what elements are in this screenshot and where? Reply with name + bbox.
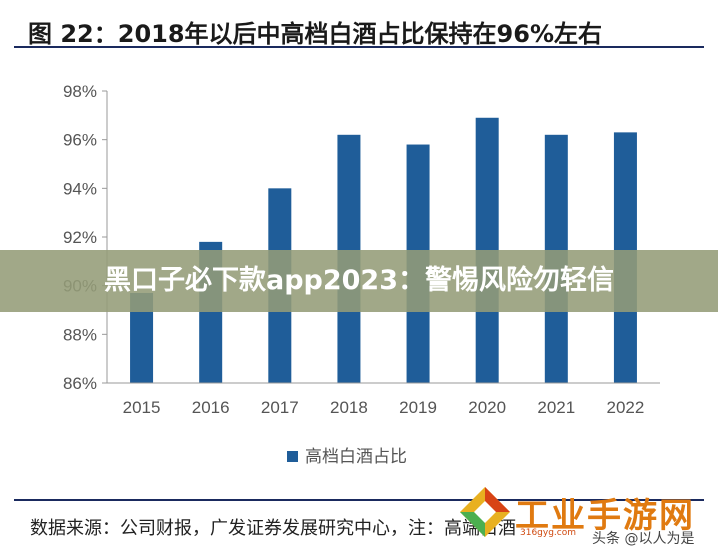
top-rule	[14, 46, 704, 48]
x-tick-label: 2018	[330, 398, 368, 417]
y-tick-label: 98%	[63, 82, 97, 101]
legend-swatch	[287, 451, 298, 462]
chart-title: 图 22：2018年以后中高档白酒占比保持在96%左右	[28, 20, 602, 48]
bar-2015	[130, 292, 154, 383]
x-tick-label: 2020	[468, 398, 506, 417]
x-tick-label: 2017	[261, 398, 299, 417]
x-tick-label: 2021	[537, 398, 575, 417]
x-tick-label: 2019	[399, 398, 437, 417]
bottom-rule	[14, 499, 704, 501]
x-axis: 2015 2016 2017 2018 2019 2020 2021 2022	[107, 382, 660, 417]
site-logo-icon	[460, 487, 510, 537]
site-logo-text: 工业手游网	[515, 496, 695, 536]
y-tick-label: 94%	[63, 179, 97, 198]
x-tick-label: 2015	[123, 398, 161, 417]
x-tick-label: 2022	[607, 398, 645, 417]
legend-label: 高档白酒占比	[305, 447, 407, 466]
y-tick-label: 88%	[63, 325, 97, 344]
y-tick-label: 96%	[63, 131, 97, 150]
bar-chart: 86%88%90%92%94%96%98% 201520162017201820…	[63, 82, 660, 466]
legend: 高档白酒占比	[287, 447, 407, 466]
y-tick-label: 92%	[63, 228, 97, 247]
author-watermark: 头条 @以人为是	[592, 531, 695, 547]
overlay-banner: 黑口子必下款app2023：警惕风险勿轻信	[0, 250, 718, 312]
y-tick-label: 86%	[63, 374, 97, 393]
source-note: 数据来源：公司财报，广发证券发展研究中心，注：高端白酒	[30, 518, 516, 539]
overlay-banner-text: 黑口子必下款app2023：警惕风险勿轻信	[103, 265, 615, 296]
y-axis: 86%88%90%92%94%96%98%	[63, 82, 108, 393]
x-tick-label: 2016	[192, 398, 230, 417]
site-logo-url: 316gyg.com	[520, 528, 577, 538]
